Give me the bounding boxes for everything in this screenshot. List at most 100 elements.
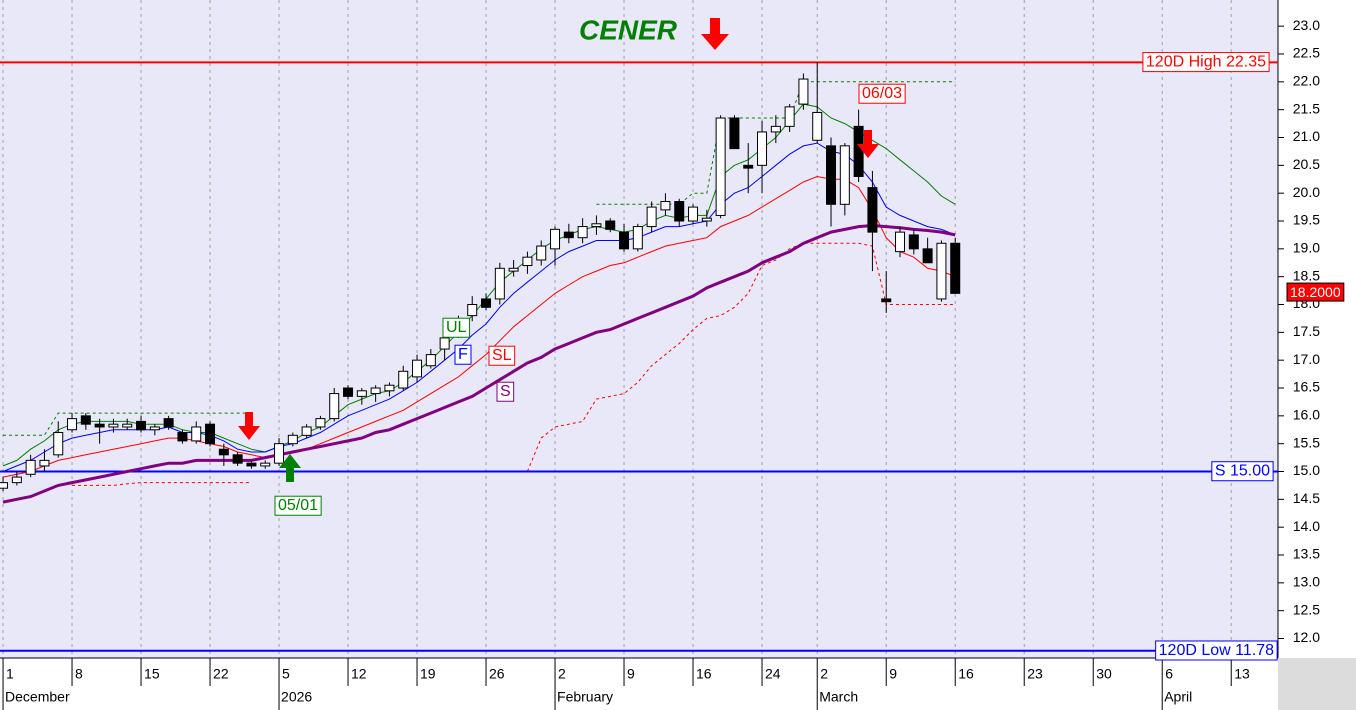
candle-body bbox=[895, 231, 906, 253]
candle-body bbox=[908, 234, 919, 250]
y-tick-label: 18.5 bbox=[1293, 267, 1320, 283]
x-tick-label: 22 bbox=[213, 666, 229, 682]
candle-body bbox=[922, 248, 933, 264]
candle-body bbox=[950, 242, 961, 294]
candle-body bbox=[260, 462, 271, 467]
x-tick-label: 8 bbox=[75, 666, 83, 682]
x-tick-label: 30 bbox=[1096, 666, 1112, 682]
candle-body bbox=[274, 443, 285, 464]
y-tick-label: 21.5 bbox=[1293, 100, 1320, 116]
candle-body bbox=[770, 125, 781, 133]
candle-body bbox=[80, 415, 91, 425]
candle-body bbox=[94, 423, 105, 428]
x-tick-label: 5 bbox=[282, 666, 290, 682]
y-tick-label: 20.5 bbox=[1293, 156, 1320, 172]
candle-body bbox=[550, 228, 561, 250]
ma-line bbox=[2, 103, 956, 467]
candle-body bbox=[536, 245, 547, 261]
y-tick-label: 22.5 bbox=[1293, 45, 1320, 61]
series-label: SL bbox=[492, 347, 512, 364]
stop-line bbox=[72, 242, 956, 486]
candle-body bbox=[784, 106, 795, 127]
month-label: March bbox=[819, 689, 858, 705]
candle-body bbox=[467, 304, 478, 317]
candle-body bbox=[329, 393, 340, 420]
x-tick-label: 2 bbox=[820, 666, 828, 682]
candle-body bbox=[701, 217, 712, 222]
x-tick-label: 13 bbox=[1234, 666, 1250, 682]
candle-body bbox=[660, 201, 671, 211]
candle-body bbox=[287, 434, 298, 445]
candle-body bbox=[839, 145, 850, 205]
last-price: 18.2000 bbox=[1290, 284, 1341, 300]
candle-body bbox=[136, 420, 147, 431]
month-label: 2026 bbox=[281, 689, 312, 705]
candle-body bbox=[163, 418, 174, 428]
x-tick-label: 2 bbox=[558, 666, 566, 682]
series-label-box bbox=[454, 344, 472, 365]
candle-body bbox=[315, 418, 326, 428]
annotation-box bbox=[274, 495, 322, 516]
arrow bbox=[279, 454, 301, 482]
x-tick-label: 23 bbox=[1027, 666, 1043, 682]
candle-body bbox=[108, 423, 119, 428]
y-tick-label: 12.5 bbox=[1293, 601, 1320, 617]
candle-body bbox=[798, 78, 809, 105]
y-tick-label: 19.5 bbox=[1293, 212, 1320, 228]
ma-line bbox=[2, 142, 956, 472]
series-label-box bbox=[496, 381, 515, 402]
annotation: 05/01 bbox=[278, 497, 318, 514]
candle-body bbox=[218, 448, 229, 456]
y-tick-label: 13.0 bbox=[1293, 574, 1320, 590]
chart-title: CENER bbox=[579, 14, 678, 45]
y-tick-label: 22.0 bbox=[1293, 73, 1320, 89]
candle-body bbox=[177, 432, 188, 442]
candle-body bbox=[122, 423, 133, 428]
x-tick-label: 15 bbox=[144, 666, 160, 682]
series-label: UL bbox=[446, 319, 467, 336]
annotation-box bbox=[858, 83, 906, 104]
y-tick-label: 17.0 bbox=[1293, 351, 1320, 367]
candle-body bbox=[522, 256, 533, 267]
candle-body bbox=[605, 220, 616, 230]
candle-body bbox=[757, 131, 768, 166]
candle-body bbox=[936, 242, 947, 300]
candle-body bbox=[246, 462, 257, 467]
arrow bbox=[857, 130, 879, 158]
y-tick-label: 17.5 bbox=[1293, 323, 1320, 339]
candle-body bbox=[729, 117, 740, 150]
level-label: 120D High 22.35 bbox=[1146, 54, 1266, 71]
candle-body bbox=[149, 426, 160, 431]
candle-body bbox=[301, 426, 312, 436]
candle-body bbox=[370, 387, 381, 395]
y-tick-label: 15.0 bbox=[1293, 462, 1320, 478]
y-tick-label: 21.0 bbox=[1293, 128, 1320, 144]
level-label-box bbox=[1155, 640, 1278, 661]
y-tick-label: 15.5 bbox=[1293, 434, 1320, 450]
candle-body bbox=[591, 223, 602, 228]
month-label: December bbox=[5, 689, 70, 705]
candle-body bbox=[494, 267, 505, 300]
ma-line bbox=[2, 175, 956, 478]
series-label: S bbox=[500, 383, 511, 400]
candle-body bbox=[384, 384, 395, 392]
candle-body bbox=[577, 226, 588, 239]
candle-body bbox=[508, 267, 519, 272]
candle-body bbox=[67, 418, 78, 431]
month-label: February bbox=[557, 689, 613, 705]
stop-line bbox=[3, 81, 956, 436]
x-tick-label: 19 bbox=[420, 666, 436, 682]
candle-body bbox=[853, 125, 864, 177]
x-tick-label: 24 bbox=[765, 666, 781, 682]
level-label: 120D Low 11.78 bbox=[1159, 642, 1274, 659]
candle-body bbox=[632, 226, 643, 250]
candle-body bbox=[867, 187, 878, 233]
candle-body bbox=[343, 387, 354, 397]
corner bbox=[1278, 658, 1356, 710]
candle-body bbox=[398, 370, 409, 389]
y-tick-label: 20.0 bbox=[1293, 184, 1320, 200]
x-tick-label: 16 bbox=[696, 666, 712, 682]
candle-body bbox=[674, 201, 685, 222]
y-tick-label: 14.0 bbox=[1293, 518, 1320, 534]
